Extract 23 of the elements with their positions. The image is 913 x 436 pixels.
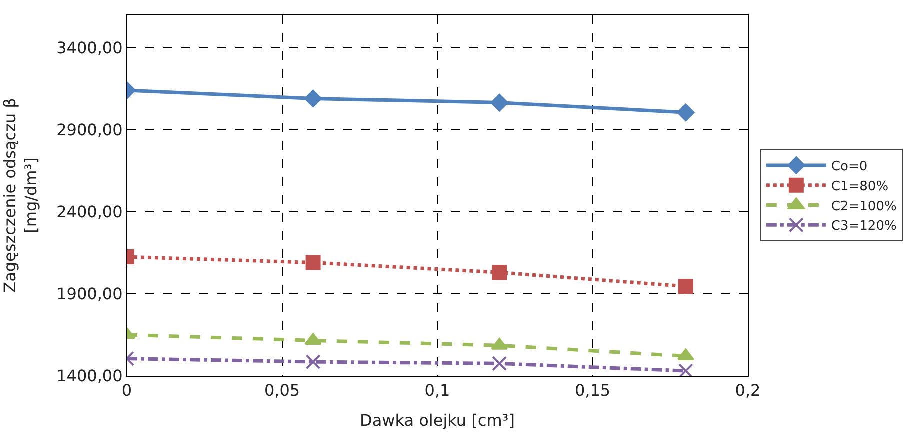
point — [677, 348, 694, 361]
x-tick-label: 0,2 — [735, 381, 761, 400]
y-tick-label: 2400,00 — [56, 202, 123, 222]
legend-label: C2=100% — [831, 199, 897, 214]
y-axis-title: Zagęszczenie odsączu β [mg/dm³] — [0, 98, 41, 293]
y-tick-label: 1400,00 — [56, 366, 123, 386]
y-tick-label: 3400,00 — [56, 38, 123, 58]
y-tick-label: 2900,00 — [56, 120, 123, 140]
x-tick-label: 0 — [122, 381, 132, 400]
y-tick-label: 1900,00 — [56, 284, 123, 304]
legend-label: C1=80% — [831, 179, 889, 194]
x-axis-title: Dawka olejku [cm³] — [360, 410, 515, 430]
point — [677, 104, 695, 122]
point — [678, 364, 694, 376]
legend-label: C3=120% — [831, 219, 897, 234]
point — [492, 265, 508, 280]
point — [490, 94, 508, 112]
x-tick-label: 0,1 — [424, 381, 450, 400]
point — [492, 356, 508, 372]
x-tick-label: 0,05 — [264, 381, 300, 400]
x-tick-label: 0,15 — [574, 381, 611, 400]
point — [678, 279, 694, 294]
legend-label: Co=0 — [831, 160, 868, 175]
